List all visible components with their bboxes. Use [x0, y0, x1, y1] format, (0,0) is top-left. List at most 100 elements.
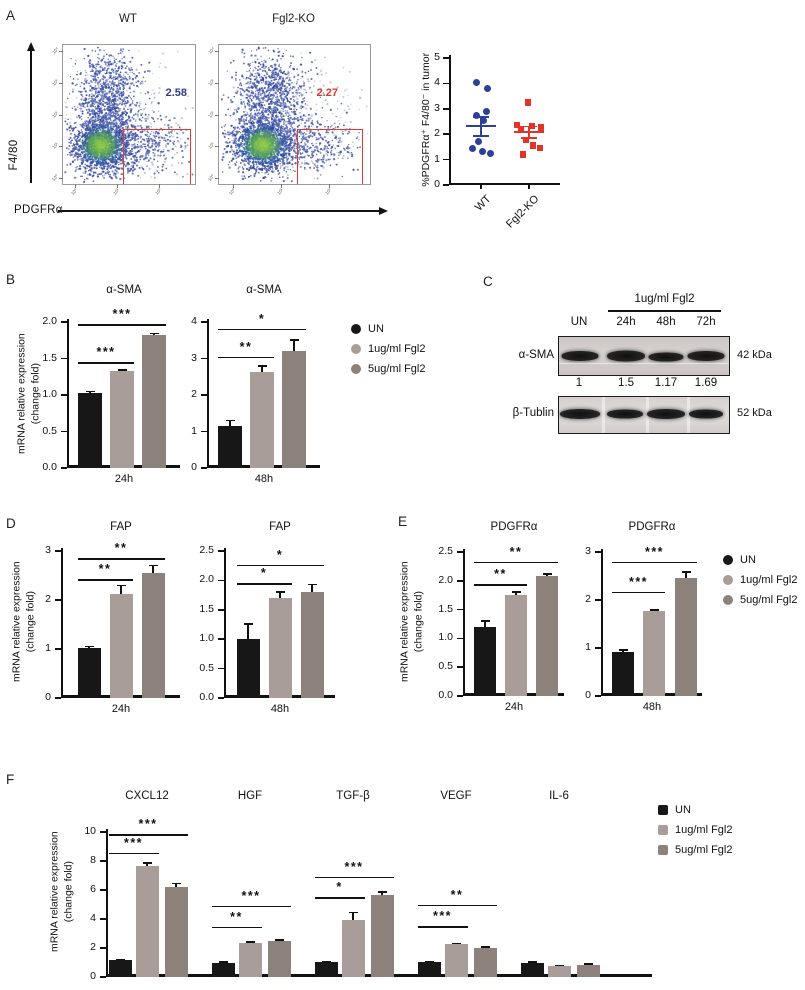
y-tick-label: 3: [585, 545, 591, 557]
y-tick: [100, 889, 106, 891]
legend-label: UN: [675, 804, 691, 816]
legend-row-5ug: 5ug/ml Fgl2: [351, 363, 425, 375]
bar-chart-fap-48h: 2.5 2.0 1.5 1.0 0.5 0.0 * * FAP 48h: [199, 521, 335, 715]
significance-stars: *: [336, 880, 343, 895]
significance-line: [417, 904, 497, 906]
y-tick: [61, 394, 67, 396]
legend-label: 5ug/ml Fgl2: [368, 363, 426, 375]
legend-label: 5ug/ml Fgl2: [675, 844, 733, 856]
significance-stars: ***: [628, 574, 649, 589]
y-tick: [218, 550, 224, 552]
error-bar-cap: [275, 591, 285, 593]
error-bar: [175, 883, 177, 889]
error-bar-cap: [171, 882, 181, 885]
y-tick: [100, 918, 106, 920]
x-axis-label: 48h: [270, 703, 290, 715]
significance-line: [236, 583, 292, 585]
fgl2-1ug-legend-marker: [658, 825, 668, 835]
error-bar-cap: [117, 369, 127, 371]
y-decade-tick: [215, 82, 219, 84]
x-decade-label: 10²: [324, 187, 333, 196]
bar-1ug/ml Fgl2: [341, 919, 365, 977]
data-point-WT: [479, 116, 487, 124]
y-tick-label: 1: [45, 642, 51, 654]
y-decade-label: 10³: [51, 78, 60, 87]
x-decade-label: 10¹: [112, 187, 121, 196]
error-bar: [89, 391, 91, 394]
category-label: TGF-β: [336, 790, 370, 802]
legend-row-un: UN: [351, 323, 425, 335]
error-bar-cap: [618, 649, 628, 651]
bar-1ug/ml Fgl2: [268, 598, 292, 698]
data-point-WT: [472, 78, 480, 86]
significance-line: [77, 558, 165, 560]
bar-1ug/ml Fgl2: [109, 594, 133, 698]
y-tick-label: 1: [434, 152, 440, 165]
panel-f-label: F: [6, 772, 15, 787]
y-tick-label: 1.5: [438, 602, 453, 615]
quant-24h: 1.5: [618, 377, 634, 389]
y-tick: [100, 947, 106, 949]
panel-b-label: B: [6, 272, 16, 287]
category-label: VEGF: [440, 790, 472, 802]
scatter-chart: 5 4 3 2 1 0 WT Fgl2-KO: [434, 51, 560, 230]
legend-label: UN: [740, 554, 756, 566]
y-tick: [595, 599, 601, 601]
y-tick: [61, 430, 67, 433]
y-tick-label: 3: [45, 544, 51, 556]
flow-plot-wt: 2.58 10⁴ 10³ 10² 10¹ 10⁰ 10⁰ 10¹ 10²: [51, 44, 196, 196]
bar-UN: [77, 647, 101, 698]
btublin-kda-label: 52 kDa: [737, 407, 772, 419]
error-bar: [546, 573, 548, 578]
data-point-Fgl2-KO: [522, 136, 530, 144]
legend-row-1ug: 1ug/ml Fgl2: [658, 824, 732, 836]
bar-1ug/ml Fgl2: [505, 595, 527, 696]
y-decade-label: 10¹: [51, 141, 60, 150]
error-bar-cap: [583, 963, 593, 965]
error-bar-cap: [527, 961, 537, 963]
y-tick: [218, 667, 224, 670]
significance-line: [77, 579, 133, 581]
bar-UN: [612, 651, 634, 696]
f480-axis-arrowhead: [26, 42, 35, 51]
bar-5ug/ml Fgl2: [536, 576, 558, 696]
y-decade-tick: [59, 51, 63, 52]
significance-stars: **: [230, 909, 243, 924]
error-bar-cap: [649, 609, 659, 611]
pdgfra-axis-arrowhead: [379, 206, 388, 215]
error-bar: [152, 565, 154, 575]
legend-row-5ug: 5ug/ml Fgl2: [723, 594, 797, 606]
bar-chart-fap-24h: 3 2 1 0 ** ** FAP 24h: [45, 521, 180, 715]
panel-d-y-axis-label: mRNA relative expression (change fold): [10, 537, 37, 707]
y-tick-label: 10: [84, 825, 96, 837]
x-axis-label: 24h: [114, 473, 134, 485]
y-tick-label: 4: [434, 76, 440, 89]
bar-1ug/ml Fgl2: [643, 611, 665, 696]
significance-line: [78, 324, 166, 326]
significance-line: [474, 584, 527, 586]
y-decade-tick: [59, 146, 63, 148]
y-label-line1: mRNA relative expression: [10, 561, 23, 683]
significance-stars: **: [98, 562, 112, 577]
error-bar-cap: [681, 571, 691, 573]
y-tick-label: 0: [45, 691, 51, 703]
bar-UN: [236, 639, 260, 698]
legend-panel-b: UN 1ug/ml Fgl2 5ug/ml Fgl2: [351, 323, 425, 375]
data-point-WT: [474, 138, 482, 146]
protein-band: [689, 409, 723, 419]
error-bar-cap: [274, 939, 284, 941]
un-legend-marker: [658, 805, 668, 815]
bar-1ug/ml Fgl2: [250, 372, 274, 468]
asma-kda-label: 42 kDa: [737, 349, 772, 361]
x-axis: [450, 183, 560, 185]
f480-axis-line: [30, 50, 32, 183]
category-label: CXCL12: [125, 790, 169, 802]
y-axis: [207, 319, 209, 468]
y-axis: [463, 549, 465, 696]
y-tick-label: 2: [45, 593, 51, 605]
error-bar-cap: [348, 911, 358, 914]
mean-line: [466, 124, 496, 127]
category-label: HGF: [237, 790, 263, 802]
significance-line: [236, 564, 324, 566]
un-legend-marker: [351, 324, 361, 334]
